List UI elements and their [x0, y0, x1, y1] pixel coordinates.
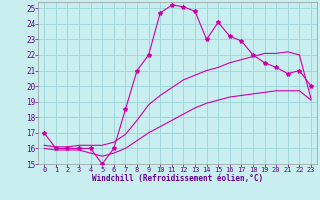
X-axis label: Windchill (Refroidissement éolien,°C): Windchill (Refroidissement éolien,°C) [92, 174, 263, 183]
